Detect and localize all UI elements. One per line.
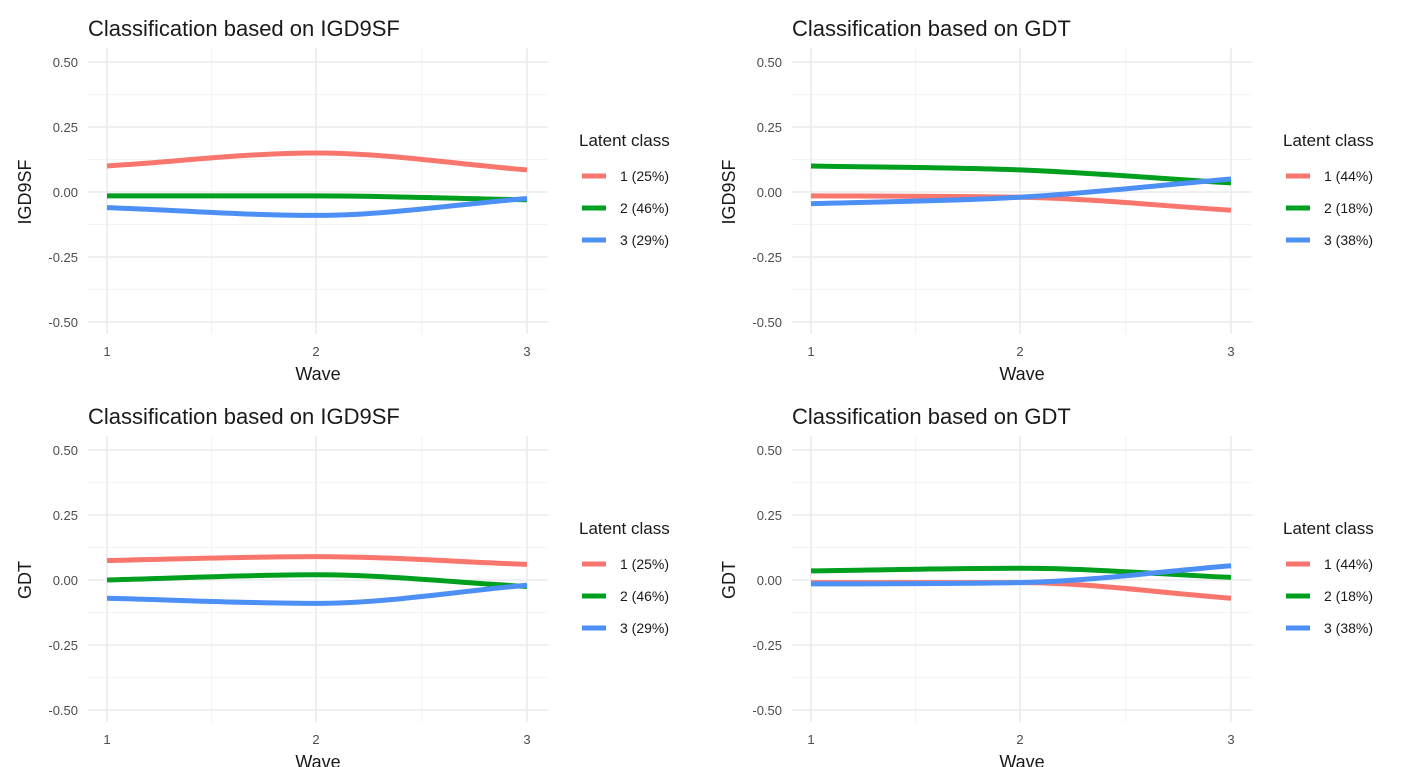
series-line-2 bbox=[107, 193, 528, 203]
y-tick-label: 0.00 bbox=[53, 573, 78, 588]
x-tick-label: 2 bbox=[1016, 344, 1023, 359]
legend-title: Latent class bbox=[579, 131, 670, 150]
y-tick-label: 0.25 bbox=[53, 120, 78, 135]
legend-label-1: 1 (44%) bbox=[1324, 556, 1373, 572]
legend: Latent class 1 (25%) 2 (46%) 3 (29%) bbox=[579, 519, 670, 636]
y-tick-label: 0.00 bbox=[757, 185, 782, 200]
y-tick-label: 0.00 bbox=[53, 185, 78, 200]
y-tick-label: 0.50 bbox=[757, 443, 782, 458]
legend-label-3: 3 (29%) bbox=[620, 620, 669, 636]
series-line-3 bbox=[810, 176, 1232, 207]
y-tick-label: 0.25 bbox=[757, 120, 782, 135]
series-line-3 bbox=[106, 582, 528, 606]
y-tick-label: -0.50 bbox=[752, 703, 782, 718]
gridlines bbox=[88, 436, 548, 722]
y-tick-label: 0.25 bbox=[53, 508, 78, 523]
series-line-2 bbox=[810, 163, 1232, 186]
x-tick-label: 2 bbox=[312, 344, 319, 359]
chart-title: Classification based on GDT bbox=[792, 16, 1071, 41]
y-tick-label: 0.50 bbox=[757, 55, 782, 70]
legend-title: Latent class bbox=[1283, 131, 1374, 150]
y-tick-label: -0.25 bbox=[752, 638, 782, 653]
x-tick-label: 1 bbox=[807, 732, 814, 747]
y-tick-label: -0.50 bbox=[752, 315, 782, 330]
legend-title: Latent class bbox=[1283, 519, 1374, 538]
series-line-3 bbox=[106, 196, 528, 218]
legend-label-3: 3 (29%) bbox=[620, 232, 669, 248]
chart-panel-2: 0.50 0.25 0.00 -0.25 -0.50 1 2 3 Classification … bbox=[719, 16, 1374, 384]
x-axis-label: Wave bbox=[999, 364, 1044, 384]
chart-title: Classification based on IGD9SF bbox=[88, 404, 400, 429]
y-tick-label: 0.00 bbox=[757, 573, 782, 588]
y-tick-label: -0.50 bbox=[48, 315, 78, 330]
gridlines bbox=[88, 48, 548, 334]
x-tick-label: 3 bbox=[1227, 732, 1234, 747]
legend-label-2: 2 (18%) bbox=[1324, 200, 1373, 216]
legend: Latent class 1 (44%) 2 (18%) 3 (38%) bbox=[1283, 131, 1374, 248]
x-tick-label: 3 bbox=[523, 344, 530, 359]
x-tick-label: 2 bbox=[312, 732, 319, 747]
legend-label-2: 2 (46%) bbox=[620, 588, 669, 604]
legend-label-2: 2 (18%) bbox=[1324, 588, 1373, 604]
y-tick-label: -0.25 bbox=[48, 638, 78, 653]
y-axis-label: IGD9SF bbox=[15, 159, 35, 224]
chart-title: Classification based on GDT bbox=[792, 404, 1071, 429]
chart-panel-4: 0.50 0.25 0.00 -0.25 -0.50 1 2 3 Classification … bbox=[719, 404, 1374, 767]
chart-panel-3: 0.50 0.25 0.00 -0.25 -0.50 1 2 3 Classification … bbox=[15, 404, 670, 767]
series-line-2 bbox=[106, 572, 528, 589]
x-tick-label: 1 bbox=[103, 344, 110, 359]
series-line-1 bbox=[106, 554, 528, 567]
legend: Latent class 1 (25%) 2 (46%) 3 (29%) bbox=[579, 131, 670, 248]
x-axis-label: Wave bbox=[295, 364, 340, 384]
series-line-3 bbox=[810, 563, 1232, 587]
y-axis-label: GDT bbox=[15, 561, 35, 599]
y-axis-label: GDT bbox=[719, 561, 739, 599]
x-tick-label: 3 bbox=[523, 732, 530, 747]
series-line-1 bbox=[106, 150, 528, 173]
x-tick-label: 1 bbox=[103, 732, 110, 747]
x-axis-label: Wave bbox=[999, 752, 1044, 767]
x-tick-label: 1 bbox=[807, 344, 814, 359]
y-tick-label: 0.50 bbox=[53, 55, 78, 70]
gridlines bbox=[792, 48, 1252, 334]
legend-label-1: 1 (44%) bbox=[1324, 168, 1373, 184]
chart-panel-1: 0.50 0.25 0.00 -0.25 -0.50 1 2 3 Classification … bbox=[15, 16, 670, 384]
legend: Latent class 1 (44%) 2 (18%) 3 (38%) bbox=[1283, 519, 1374, 636]
x-axis-label: Wave bbox=[295, 752, 340, 767]
y-tick-label: -0.25 bbox=[752, 250, 782, 265]
legend-label-1: 1 (25%) bbox=[620, 168, 669, 184]
legend-label-1: 1 (25%) bbox=[620, 556, 669, 572]
x-tick-label: 3 bbox=[1227, 344, 1234, 359]
legend-label-3: 3 (38%) bbox=[1324, 232, 1373, 248]
chart-title: Classification based on IGD9SF bbox=[88, 16, 400, 41]
y-tick-label: -0.25 bbox=[48, 250, 78, 265]
y-tick-label: 0.25 bbox=[757, 508, 782, 523]
legend-label-3: 3 (38%) bbox=[1324, 620, 1373, 636]
gridlines bbox=[792, 436, 1252, 722]
x-tick-label: 2 bbox=[1016, 732, 1023, 747]
y-tick-label: -0.50 bbox=[48, 703, 78, 718]
legend-label-2: 2 (46%) bbox=[620, 200, 669, 216]
y-axis-label: IGD9SF bbox=[719, 159, 739, 224]
legend-title: Latent class bbox=[579, 519, 670, 538]
y-tick-label: 0.50 bbox=[53, 443, 78, 458]
